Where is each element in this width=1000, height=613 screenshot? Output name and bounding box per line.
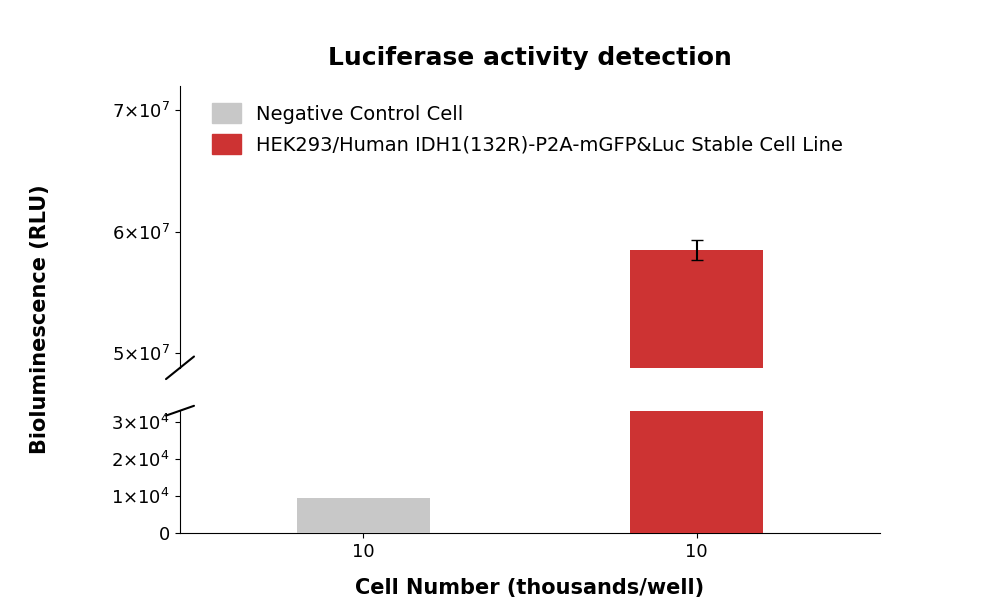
Title: Luciferase activity detection: Luciferase activity detection [328,46,732,70]
Bar [630,250,763,613]
X-axis label: Cell Number (thousands/well): Cell Number (thousands/well) [355,577,705,598]
Bar [297,498,430,533]
Legend: Negative Control Cell, HEK293/Human IDH1(132R)-P2A-mGFP&Luc Stable Cell Line: Negative Control Cell, HEK293/Human IDH1… [204,96,851,162]
Text: Bioluminescence (RLU): Bioluminescence (RLU) [30,184,50,454]
Bar [630,0,763,533]
